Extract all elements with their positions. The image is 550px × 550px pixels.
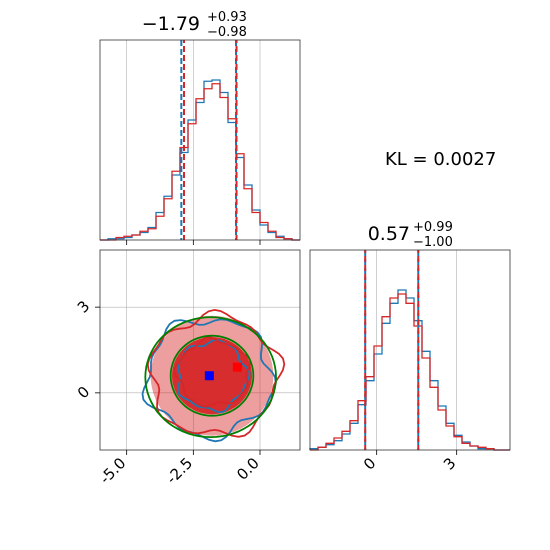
histogram-series: [309, 289, 510, 451]
histogram-series: [310, 293, 510, 451]
tick-label: -5.0: [96, 454, 129, 487]
contour-line: [173, 336, 252, 408]
tick-label: 3: [74, 297, 93, 316]
panel-frame: [99, 39, 301, 241]
tick-label: 3: [440, 454, 459, 473]
panel-frame: [99, 249, 301, 451]
upper-error: +0.99: [413, 220, 453, 235]
panel-title-x: −1.79: [142, 13, 200, 35]
histogram-series: [100, 83, 300, 241]
contour-line: [146, 308, 286, 438]
contour-line: [144, 316, 277, 439]
marginal-histogram-x: −1.79 +0.93 −0.98: [99, 10, 301, 245]
marginal-histogram-y: 0 3 0.57 +0.99 −1.00: [309, 220, 511, 474]
upper-error: +0.93: [207, 10, 247, 25]
median-value: −1.79: [142, 13, 200, 35]
lower-error: −1.00: [413, 235, 453, 250]
panel-title-y: 0.57: [368, 223, 410, 245]
point-marker: [204, 371, 214, 381]
median-value: 0.57: [368, 223, 410, 245]
tick-label: 0: [360, 454, 379, 473]
tick-label: 0.0: [233, 454, 263, 484]
point-marker: [232, 362, 242, 372]
histogram-series: [100, 79, 300, 241]
contour-line: [141, 318, 277, 443]
tick-label: 0: [74, 383, 93, 402]
joint-contour-panel: -5.0 -2.5 0.0 0 3: [74, 249, 301, 488]
contour-line: [169, 334, 255, 417]
lower-error: −0.98: [207, 25, 247, 40]
panel-frame: [309, 249, 511, 451]
tick-label: -2.5: [163, 454, 196, 487]
kl-annotation: KL = 0.0027: [385, 149, 496, 170]
